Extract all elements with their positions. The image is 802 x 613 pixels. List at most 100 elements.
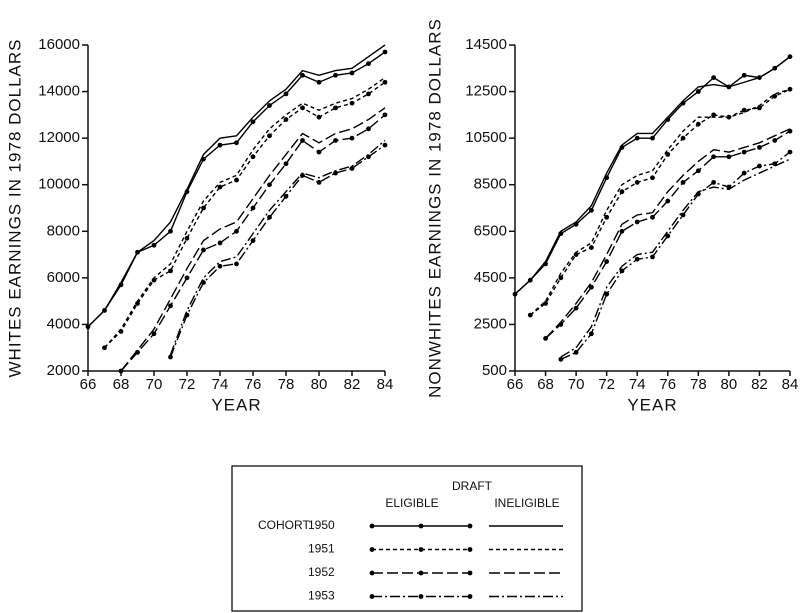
- data-point: [283, 193, 289, 199]
- data-point: [741, 107, 747, 113]
- legend-row: 1953: [308, 589, 335, 603]
- data-point: [695, 168, 701, 174]
- data-point: [726, 154, 732, 160]
- data-point: [366, 91, 371, 97]
- data-point: [619, 189, 625, 195]
- data-point: [217, 142, 223, 148]
- data-point: [757, 145, 762, 150]
- y-tick-label: 10500: [465, 129, 507, 146]
- data-point: [787, 149, 793, 155]
- legend-title: DRAFT: [452, 479, 493, 493]
- data-point: [634, 219, 640, 225]
- data-point: [349, 166, 355, 171]
- series-line: [529, 88, 791, 316]
- data-point: [573, 349, 579, 355]
- data-point: [316, 179, 322, 185]
- data-point: [711, 75, 717, 80]
- y-tick-label: 16000: [38, 36, 80, 53]
- series-line: [104, 81, 386, 349]
- data-point: [316, 114, 322, 120]
- legend-marker: [418, 570, 424, 576]
- legend-row-label: COHORT: [258, 518, 310, 532]
- legend-column: ELIGIBLE: [385, 496, 438, 510]
- data-point: [283, 117, 289, 122]
- data-point: [168, 303, 173, 309]
- data-point: [267, 103, 272, 108]
- series-line: [560, 158, 791, 358]
- data-point: [558, 356, 564, 362]
- data-point: [650, 254, 655, 260]
- legend-marker: [467, 594, 473, 599]
- y-tick-label: 12000: [38, 129, 80, 146]
- data-point: [772, 93, 778, 99]
- data-point: [650, 214, 655, 220]
- data-point: [151, 242, 157, 248]
- data-point: [168, 228, 173, 234]
- data-point: [168, 268, 173, 274]
- y-tick-label: 6500: [474, 222, 507, 239]
- data-point: [267, 214, 272, 220]
- y-tick-label: 12500: [465, 83, 507, 100]
- data-point: [366, 61, 371, 67]
- y-tick-label: 6000: [47, 269, 80, 286]
- x-tick-label: 66: [80, 376, 97, 393]
- data-point: [333, 105, 338, 111]
- data-point: [665, 152, 671, 157]
- series-line: [87, 44, 386, 328]
- data-point: [333, 138, 338, 143]
- x-tick-label: 78: [690, 376, 707, 393]
- data-point: [382, 112, 388, 118]
- data-point: [250, 238, 256, 244]
- data-point: [382, 49, 388, 55]
- y-tick-label: 2000: [47, 362, 80, 379]
- series-line: [545, 128, 791, 339]
- x-tick-label: 68: [113, 376, 130, 393]
- x-tick-label: 66: [507, 376, 524, 393]
- y-tick-label: 8500: [474, 176, 507, 193]
- legend-box: [231, 465, 583, 612]
- data-point: [772, 138, 778, 143]
- data-point: [250, 154, 256, 160]
- data-point: [573, 305, 579, 311]
- data-point: [168, 354, 173, 360]
- data-point: [634, 179, 640, 185]
- x-tick-label: 82: [751, 376, 768, 393]
- legend-marker: [369, 547, 375, 552]
- x-tick-label: 72: [179, 376, 196, 393]
- data-point: [711, 179, 717, 185]
- data-point: [184, 275, 190, 281]
- legend-marker: [467, 523, 473, 529]
- x-tick-label: 78: [278, 376, 295, 393]
- x-axis-label: YEAR: [627, 395, 677, 414]
- data-point: [588, 284, 594, 290]
- data-point: [604, 259, 610, 264]
- data-point: [201, 205, 206, 211]
- legend-marker: [418, 523, 424, 529]
- x-tick-label: 72: [598, 376, 615, 393]
- legend-column: INELIGIBLE: [494, 496, 559, 510]
- series-line: [103, 77, 386, 349]
- legend-row: 1952: [308, 565, 335, 579]
- data-point: [588, 207, 594, 213]
- data-point: [619, 228, 625, 234]
- data-point: [604, 291, 610, 297]
- data-point: [757, 163, 762, 169]
- data-point: [135, 301, 140, 306]
- x-tick-label: 74: [629, 376, 646, 393]
- x-tick-label: 80: [311, 376, 328, 393]
- data-point: [665, 233, 671, 239]
- series-line: [169, 144, 386, 358]
- x-tick-label: 70: [146, 376, 163, 393]
- data-point: [680, 179, 686, 185]
- data-point: [695, 89, 701, 94]
- series-line: [529, 88, 791, 316]
- x-tick-label: 76: [245, 376, 262, 393]
- data-point: [234, 261, 239, 267]
- x-tick-label: 84: [782, 376, 799, 393]
- legend-marker: [467, 570, 473, 576]
- data-point: [316, 79, 322, 85]
- y-tick-label: 8000: [47, 222, 80, 239]
- series-line: [169, 139, 386, 355]
- legend-marker: [369, 594, 375, 599]
